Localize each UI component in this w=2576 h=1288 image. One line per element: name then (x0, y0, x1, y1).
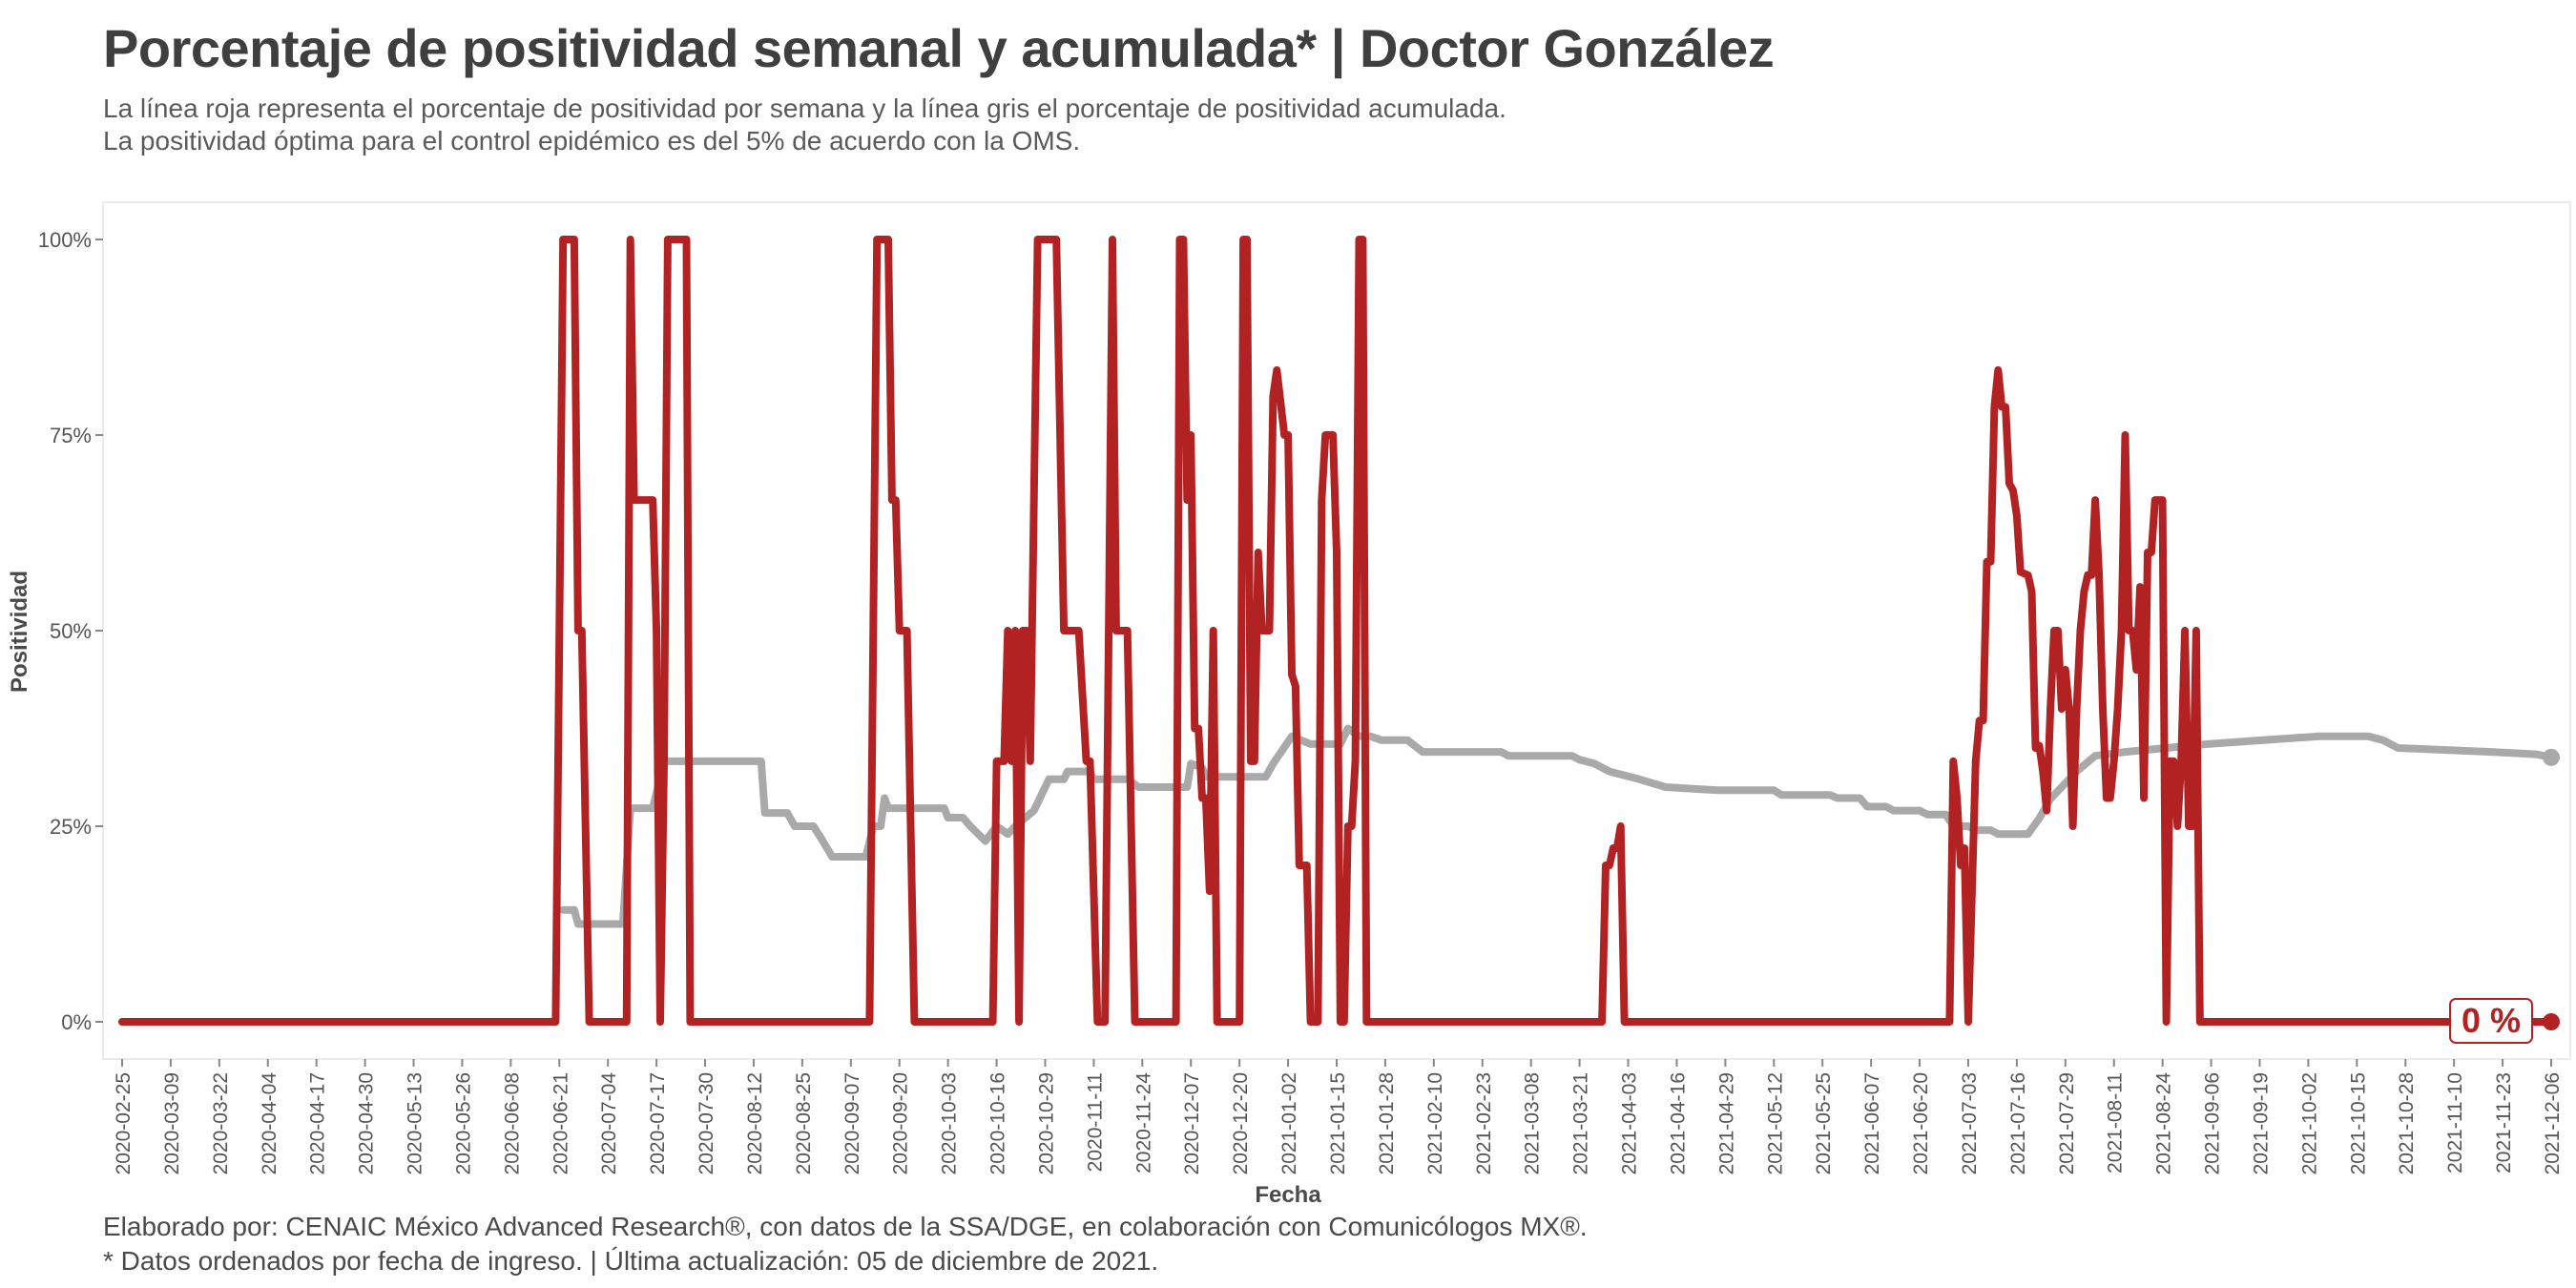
x-tick-label: 2020-12-20 (1230, 1072, 1252, 1174)
x-tick-label: 2021-06-07 (1861, 1072, 1883, 1174)
y-axis-label: Positividad (7, 571, 32, 693)
x-tick-label: 2020-04-30 (356, 1072, 378, 1174)
x-tick-label: 2021-09-06 (2202, 1072, 2224, 1174)
y-tick-label: 75% (50, 424, 92, 447)
x-tick-label: 2021-04-16 (1667, 1072, 1689, 1174)
x-tick-label: 2021-10-02 (2298, 1072, 2320, 1174)
x-tick-label: 2020-07-04 (598, 1072, 620, 1175)
x-tick-label: 2021-10-28 (2396, 1072, 2418, 1174)
y-tick-label: 25% (50, 815, 92, 839)
x-tick-label: 2020-09-07 (841, 1072, 863, 1174)
weekly-positivity-line (118, 236, 2555, 1026)
x-tick-label: 2020-05-26 (452, 1072, 474, 1174)
x-tick-label: 2020-04-17 (307, 1072, 329, 1174)
weekly-end-point (2543, 1013, 2560, 1030)
y-tick-label: 50% (50, 619, 92, 643)
x-tick-label: 2020-03-22 (210, 1072, 232, 1174)
x-tick-label: 2021-01-02 (1278, 1072, 1300, 1174)
x-tick-label: 2021-07-16 (2007, 1072, 2029, 1174)
x-tick-label: 2020-02-25 (113, 1072, 135, 1174)
x-tick-label: 2021-07-29 (2056, 1072, 2078, 1174)
x-tick-label: 2020-12-07 (1181, 1072, 1203, 1174)
y-axis: 0% 25% 50% 75% 100% (38, 228, 103, 1034)
x-tick-label: 2020-11-24 (1132, 1072, 1154, 1174)
x-tick-label: 2021-08-11 (2105, 1072, 2127, 1174)
credit-caption: Elaborado por: CENAIC México Advanced Re… (103, 1212, 1588, 1241)
x-tick-label: 2021-03-21 (1570, 1072, 1592, 1174)
cumulative-end-point (2543, 748, 2560, 766)
x-tick-label: 2021-06-20 (1910, 1072, 1932, 1174)
x-tick-label: 2021-04-29 (1715, 1072, 1737, 1174)
x-tick-label: 2020-10-03 (939, 1072, 961, 1174)
x-tick-label: 2021-01-28 (1376, 1072, 1398, 1174)
end-value-label: 0 % (2462, 1001, 2521, 1040)
x-tick-label: 2021-08-24 (2153, 1072, 2175, 1175)
x-tick-label: 2021-04-03 (1619, 1072, 1641, 1174)
x-tick-label: 2020-06-08 (501, 1072, 523, 1174)
x-tick-label: 2020-06-21 (550, 1072, 571, 1174)
x-tick-label: 2021-03-08 (1522, 1072, 1544, 1174)
chart-subtitle-line-2: La positividad óptima para el control ep… (103, 126, 1081, 156)
chart-subtitle-line-1: La línea roja representa el porcentaje d… (103, 93, 1506, 123)
x-axis: 2020-02-25 2020-03-09 2020-03-22 2020-04-04… (113, 1059, 2564, 1174)
x-tick-label: 2020-10-29 (1035, 1072, 1057, 1174)
x-axis-label: Fecha (1255, 1182, 1321, 1208)
series-lines (118, 236, 2555, 1026)
x-tick-label: 2020-08-25 (793, 1072, 815, 1174)
x-tick-label: 2020-08-12 (744, 1072, 766, 1174)
x-tick-label: 2021-12-06 (2542, 1072, 2564, 1174)
x-tick-label: 2021-09-19 (2250, 1072, 2272, 1174)
x-tick-label: 2020-10-16 (987, 1072, 1009, 1174)
x-tick-label: 2021-05-12 (1764, 1072, 1786, 1174)
x-tick-label: 2020-09-20 (890, 1072, 912, 1174)
x-tick-label: 2021-11-10 (2444, 1072, 2466, 1174)
cumulative-positivity-line (559, 724, 2555, 928)
x-tick-label: 2020-07-17 (647, 1072, 669, 1174)
x-tick-label: 2020-11-11 (1084, 1072, 1106, 1172)
end-value-marker: 0 % (2449, 748, 2560, 1044)
x-tick-label: 2021-05-25 (1813, 1072, 1835, 1174)
update-note: * Datos ordenados por fecha de ingreso. … (103, 1246, 1159, 1276)
x-tick-label: 2021-01-15 (1327, 1072, 1349, 1174)
end-value-label-box (2449, 998, 2533, 1044)
y-tick-label: 100% (38, 228, 92, 252)
x-tick-label: 2021-11-23 (2493, 1072, 2515, 1174)
x-tick-label: 2021-10-15 (2347, 1072, 2369, 1174)
x-tick-label: 2021-02-23 (1473, 1072, 1495, 1174)
x-tick-label: 2021-07-03 (1959, 1072, 1981, 1174)
x-tick-label: 2020-07-30 (696, 1072, 717, 1174)
x-tick-label: 2020-05-13 (405, 1072, 426, 1174)
x-tick-label: 2020-03-09 (161, 1072, 183, 1174)
x-tick-label: 2021-02-10 (1424, 1072, 1446, 1174)
x-tick-label: 2020-04-04 (259, 1072, 280, 1175)
y-tick-label: 0% (61, 1010, 92, 1034)
chart-title: Porcentaje de positividad semanal y acum… (103, 18, 1775, 78)
